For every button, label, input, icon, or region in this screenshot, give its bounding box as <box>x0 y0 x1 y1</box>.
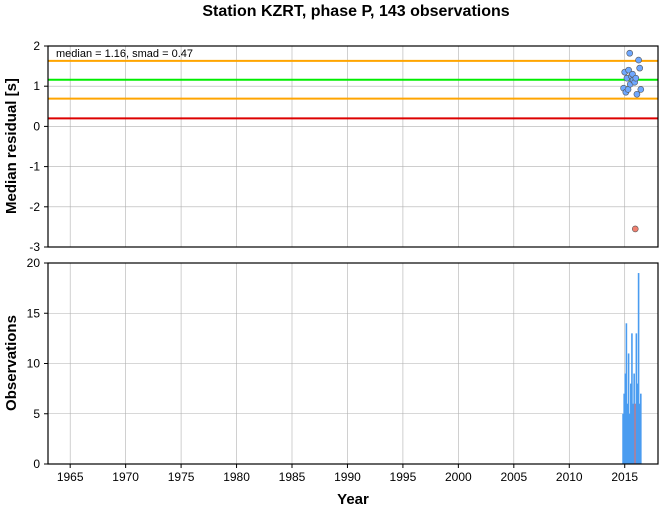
residual-point <box>625 66 632 74</box>
residual-point <box>626 49 634 57</box>
y-tick-label: 5 <box>33 407 40 421</box>
x-tick-label: 1970 <box>112 470 139 484</box>
y-tick-label: -1 <box>29 160 40 174</box>
observation-bar <box>633 373 635 464</box>
y-tick-label: -2 <box>29 200 40 214</box>
y-tick-label: 15 <box>27 306 41 320</box>
residual-points <box>620 49 645 233</box>
y-tick-label: 1 <box>33 79 40 93</box>
x-tick-label: 2010 <box>556 470 583 484</box>
observation-bar <box>625 323 628 464</box>
observation-bar <box>624 373 627 464</box>
observations-y-ticks: 20 15 10 5 0 <box>27 256 48 471</box>
year-x-ticks: 1965 1970 1975 1980 1985 1990 1995 2000 2005 2010… <box>57 464 638 484</box>
observation-bar <box>628 413 631 464</box>
residual-y-ticks: 2 1 0 -1 -2 -3 <box>29 39 48 254</box>
x-tick-label: 1990 <box>334 470 361 484</box>
y-tick-label: 2 <box>33 39 40 53</box>
x-tick-label: 1995 <box>390 470 417 484</box>
observation-bar <box>630 383 632 464</box>
chart-title: Station KZRT, phase P, 143 observations <box>202 3 509 20</box>
observations-y-axis-label: Observations <box>3 315 20 411</box>
observations-grid <box>48 262 658 465</box>
observation-bar <box>640 393 642 464</box>
observation-bar <box>634 403 637 464</box>
observation-bar <box>632 403 634 464</box>
observation-bars <box>622 273 642 464</box>
y-tick-label: 0 <box>33 119 40 133</box>
residual-panel: 2 1 0 -1 -2 -3 median = 1.16, smad = 0.47 Med… <box>3 39 659 254</box>
reference-lines <box>48 59 658 120</box>
observation-bar <box>627 353 630 464</box>
x-tick-label: 2015 <box>611 470 638 484</box>
residual-point <box>637 86 645 93</box>
median-smad-annotation: median = 1.16, smad = 0.47 <box>56 48 193 60</box>
x-axis-label: Year <box>337 491 369 508</box>
residual-point <box>636 64 644 72</box>
observation-bar <box>623 393 625 464</box>
x-tick-label: 1965 <box>57 470 84 484</box>
residual-point <box>632 74 640 82</box>
observation-bar <box>631 333 633 464</box>
y-tick-label: 10 <box>27 357 41 371</box>
residual-plot-frame <box>47 45 659 248</box>
x-tick-label: 1980 <box>223 470 250 484</box>
observation-bar <box>626 403 629 464</box>
residual-point <box>631 225 639 233</box>
residual-y-axis-label: Median residual [s] <box>3 78 20 214</box>
observation-bar <box>622 413 624 464</box>
y-tick-label: 20 <box>27 256 41 270</box>
y-tick-label: -3 <box>29 240 40 254</box>
x-tick-label: 2000 <box>445 470 472 484</box>
observation-bar <box>637 273 640 464</box>
observation-bar <box>635 333 638 464</box>
observation-bar <box>636 383 639 464</box>
residual-point <box>633 90 641 98</box>
residual-point <box>635 56 642 64</box>
observations-plot-frame <box>47 262 659 465</box>
x-tick-label: 1985 <box>279 470 306 484</box>
x-tick-label: 2005 <box>500 470 527 484</box>
observation-bar <box>638 403 641 464</box>
y-tick-label: 0 <box>33 457 40 471</box>
residual-grid <box>48 45 658 248</box>
x-tick-label: 1975 <box>168 470 195 484</box>
